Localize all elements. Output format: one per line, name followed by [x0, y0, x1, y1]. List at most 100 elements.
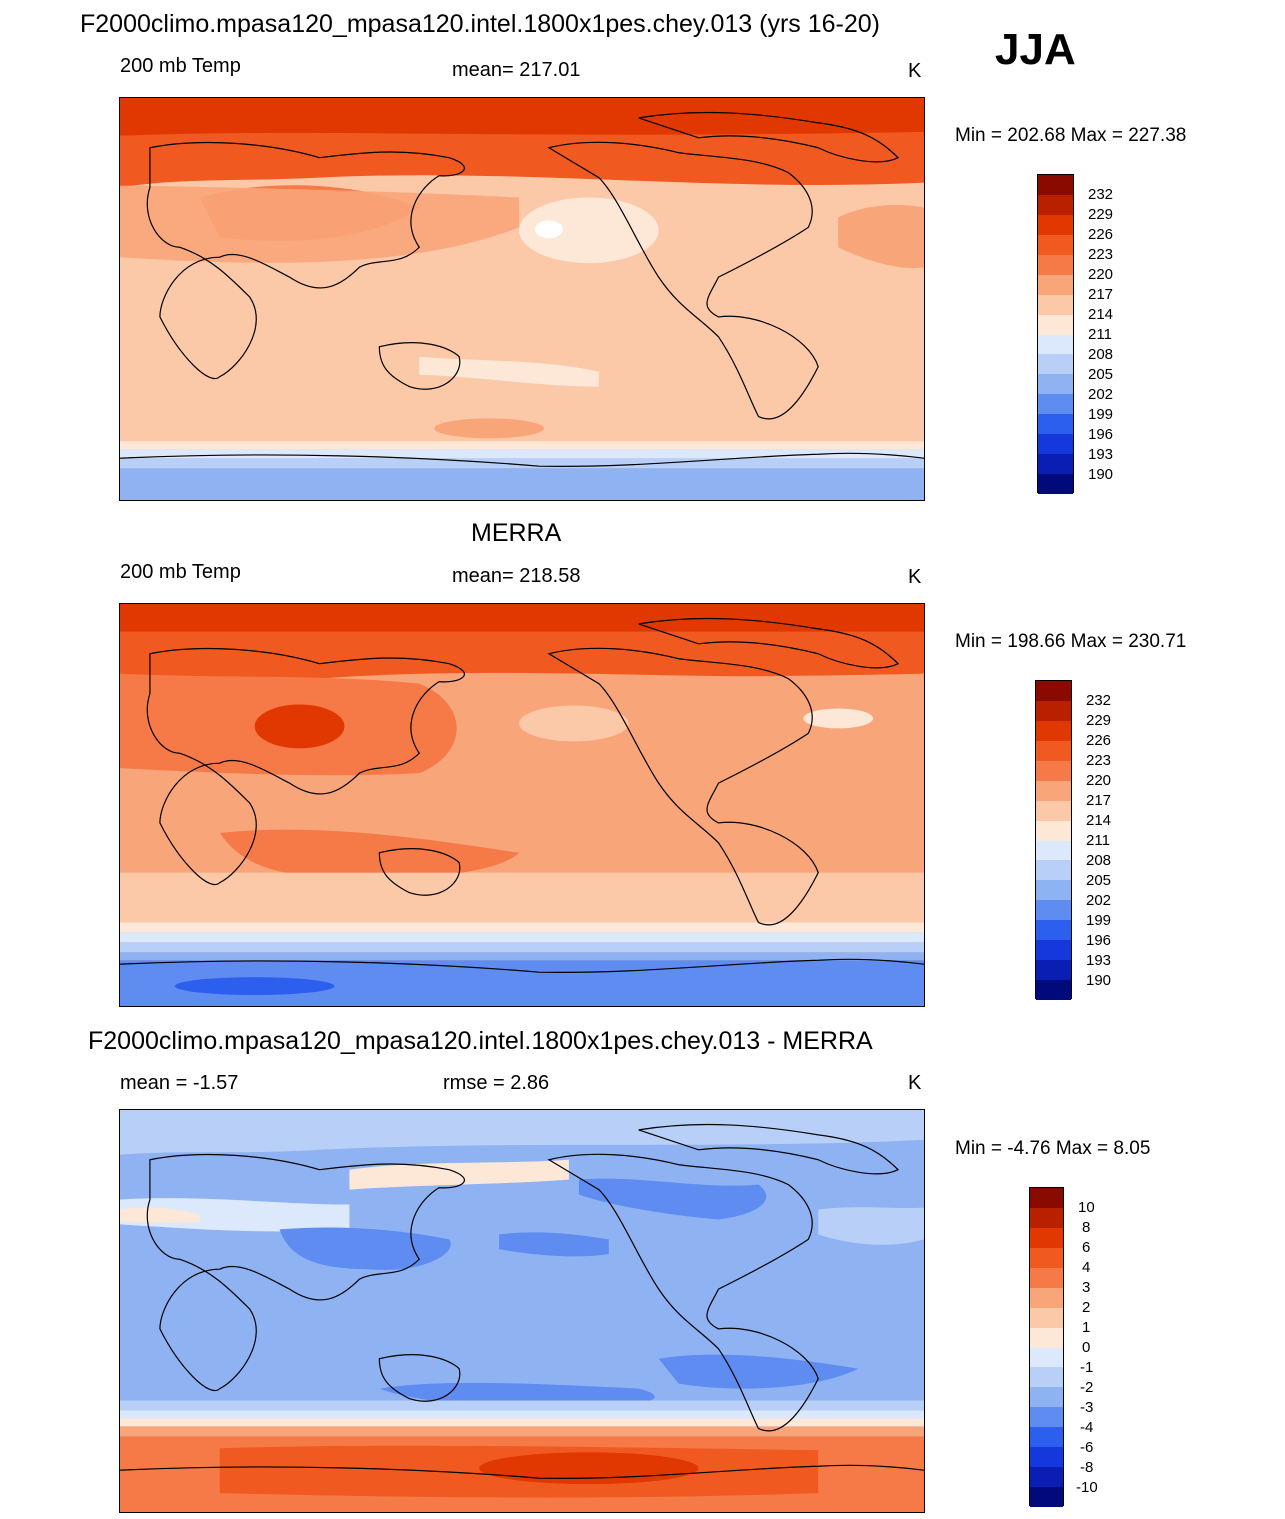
panel1-colorbar-swatch — [1038, 454, 1073, 475]
panel2-colorbar-swatch — [1036, 700, 1071, 721]
panel1-colorbar-tick: 208 — [1088, 346, 1114, 363]
panel1-colorbar-swatch — [1038, 394, 1073, 415]
panel2-colorbar-tick: 205 — [1086, 872, 1112, 889]
panel3-colorbar-tick: -3 — [1080, 1399, 1094, 1416]
panel1-colorbar — [1037, 174, 1074, 494]
panel2-colorbar-tick: 220 — [1086, 772, 1112, 789]
panel1-colorbar-tick: 220 — [1088, 266, 1114, 283]
panel1-minmax: Min = 202.68 Max = 227.38 — [955, 125, 1187, 146]
panel1-colorbar-swatch — [1038, 194, 1073, 215]
panel3-colorbar-swatch — [1030, 1207, 1063, 1228]
panel1-colorbar-swatch — [1038, 254, 1073, 275]
panel1-colorbar-swatch — [1038, 234, 1073, 255]
panel3-colorbar-tick: 6 — [1082, 1239, 1091, 1256]
panel1-colorbar-tick: 211 — [1088, 326, 1112, 343]
panel1-colorbar-swatch — [1038, 374, 1073, 395]
panel1-colorbar-tick: 223 — [1088, 246, 1114, 263]
panel1-map — [119, 97, 925, 501]
panel2-colorbar-tick: 199 — [1086, 912, 1112, 929]
panel2-colorbar-swatch — [1036, 940, 1071, 961]
panel3-map — [119, 1109, 925, 1513]
panel3-colorbar-swatch — [1030, 1287, 1063, 1308]
panel3-colorbar-swatch — [1030, 1307, 1063, 1328]
panel2-colorbar-tick: 217 — [1086, 792, 1112, 809]
panel2-left-label: 200 mb Temp — [120, 561, 241, 583]
panel2-colorbar-tick: 223 — [1086, 752, 1112, 769]
panel2-colorbar-swatch — [1036, 980, 1071, 1000]
panel3-colorbar-swatch — [1030, 1188, 1063, 1208]
panel1-units: K — [908, 60, 922, 82]
panel3-colorbar-tick: -1 — [1080, 1359, 1094, 1376]
panel3-colorbar-tick: 10 — [1078, 1199, 1095, 1216]
panel1-colorbar-swatch — [1038, 334, 1073, 355]
panel2-colorbar-swatch — [1036, 960, 1071, 981]
panel1-colorbar-tick: 214 — [1088, 306, 1114, 323]
panel2-colorbar-tick: 202 — [1086, 892, 1112, 909]
panel2-colorbar-swatch — [1036, 880, 1071, 901]
panel3-colorbar-swatch — [1030, 1347, 1063, 1368]
panel3-colorbar-tick: 8 — [1082, 1219, 1091, 1236]
panel2-colorbar-swatch — [1036, 920, 1071, 941]
panel3-colorbar-tick: -4 — [1080, 1419, 1094, 1436]
panel3-colorbar-tick: 1 — [1082, 1319, 1091, 1336]
panel2-colorbar — [1035, 680, 1072, 1000]
panel1-colorbar-swatch — [1038, 414, 1073, 435]
panel2-colorbar-swatch — [1036, 740, 1071, 761]
panel1-colorbar-swatch — [1038, 294, 1073, 315]
panel3-title: F2000climo.mpasa120_mpasa120.intel.1800x… — [88, 1027, 873, 1055]
panel2-colorbar-swatch — [1036, 780, 1071, 801]
panel2-colorbar-swatch — [1036, 800, 1071, 821]
panel2-colorbar-tick: 208 — [1086, 852, 1112, 869]
panel1-colorbar-tick: 193 — [1088, 446, 1114, 463]
panel3-colorbar-swatch — [1030, 1447, 1063, 1468]
panel3-colorbar — [1029, 1187, 1064, 1507]
panel3-colorbar-tick: 0 — [1082, 1339, 1091, 1356]
panel3-colorbar-swatch — [1030, 1467, 1063, 1488]
panel3-colorbar-swatch — [1030, 1387, 1063, 1408]
panel1-colorbar-swatch — [1038, 214, 1073, 235]
panel2-colorbar-swatch — [1036, 681, 1071, 701]
panel1-colorbar-tick: 199 — [1088, 406, 1114, 423]
panel3-colorbar-swatch — [1030, 1227, 1063, 1248]
panel2-colorbar-tick: 214 — [1086, 812, 1112, 829]
panel3-mean-label: mean = -1.57 — [120, 1072, 239, 1094]
panel2-colorbar-swatch — [1036, 860, 1071, 881]
season-label: JJA — [995, 25, 1076, 74]
main-title: F2000climo.mpasa120_mpasa120.intel.1800x… — [80, 10, 881, 38]
panel2-colorbar-tick: 226 — [1086, 732, 1112, 749]
panel1-colorbar-swatch — [1038, 474, 1073, 494]
panel3-colorbar-tick: 4 — [1082, 1259, 1091, 1276]
panel2-colorbar-tick: 193 — [1086, 952, 1112, 969]
panel1-left-label: 200 mb Temp — [120, 55, 241, 77]
panel2-colorbar-tick: 211 — [1086, 832, 1110, 849]
panel1-mean-label: mean= 217.01 — [452, 59, 581, 81]
panel1-colorbar-swatch — [1038, 175, 1073, 195]
panel1-colorbar-tick: 196 — [1088, 426, 1114, 443]
panel2-colorbar-tick: 232 — [1086, 692, 1112, 709]
panel1-colorbar-swatch — [1038, 434, 1073, 455]
panel2-colorbar-tick: 196 — [1086, 932, 1112, 949]
panel3-units: K — [908, 1072, 922, 1094]
panel2-minmax: Min = 198.66 Max = 230.71 — [955, 631, 1187, 652]
panel3-colorbar-swatch — [1030, 1267, 1063, 1288]
panel3-colorbar-swatch — [1030, 1247, 1063, 1268]
panel2-map — [119, 603, 925, 1007]
panel3-colorbar-swatch — [1030, 1407, 1063, 1428]
panel1-colorbar-tick: 226 — [1088, 226, 1114, 243]
panel3-colorbar-tick: 3 — [1082, 1279, 1091, 1296]
panel2-mean-label: mean= 218.58 — [452, 565, 581, 587]
panel3-colorbar-swatch — [1030, 1367, 1063, 1388]
panel2-colorbar-swatch — [1036, 840, 1071, 861]
panel1-colorbar-tick: 232 — [1088, 186, 1114, 203]
panel2-colorbar-swatch — [1036, 720, 1071, 741]
panel1-colorbar-swatch — [1038, 274, 1073, 295]
panel3-colorbar-tick: -8 — [1080, 1459, 1094, 1476]
panel3-colorbar-swatch — [1030, 1427, 1063, 1448]
panel2-colorbar-swatch — [1036, 900, 1071, 921]
panel1-colorbar-swatch — [1038, 354, 1073, 375]
panel1-colorbar-tick: 205 — [1088, 366, 1114, 383]
panel3-colorbar-swatch — [1030, 1327, 1063, 1348]
panel1-colorbar-tick: 190 — [1088, 466, 1114, 483]
panel2-units: K — [908, 566, 922, 588]
panel3-minmax: Min = -4.76 Max = 8.05 — [955, 1138, 1151, 1159]
